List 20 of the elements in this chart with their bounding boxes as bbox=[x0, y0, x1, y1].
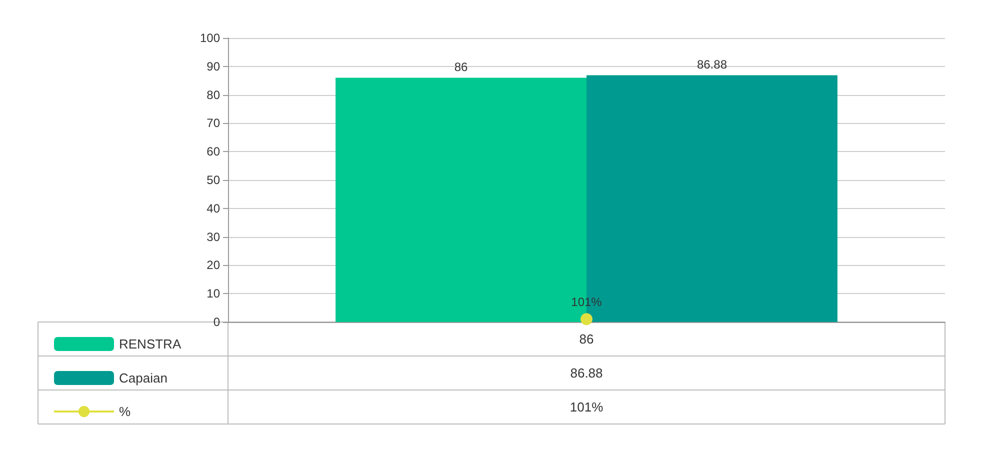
data-label: 86 bbox=[454, 60, 468, 74]
text: 86.88 bbox=[570, 366, 603, 380]
text: 86 bbox=[579, 332, 594, 346]
y-tick-label: 50 bbox=[206, 173, 220, 187]
legend-label: RENSTRA bbox=[119, 336, 182, 352]
data-label: 101% bbox=[571, 295, 602, 310]
data-label: 86.88 bbox=[696, 57, 728, 72]
text: 101% bbox=[570, 400, 604, 414]
y-tick-label: 30 bbox=[206, 230, 220, 244]
y-tick-label: 100 bbox=[200, 31, 220, 45]
y-tick-label: 10 bbox=[206, 286, 220, 301]
y-tick-label: 90 bbox=[206, 59, 220, 74]
y-tick-label: 70 bbox=[206, 116, 220, 130]
y-tick-label: 40 bbox=[206, 201, 220, 216]
y-tick-label: 0 bbox=[213, 315, 220, 329]
legend-label: Capaian bbox=[119, 370, 168, 386]
legend-label: % bbox=[119, 404, 131, 419]
y-tick-label: 80 bbox=[206, 88, 220, 102]
y-tick-label: 20 bbox=[206, 258, 220, 272]
y-tick-label: 60 bbox=[206, 144, 220, 159]
